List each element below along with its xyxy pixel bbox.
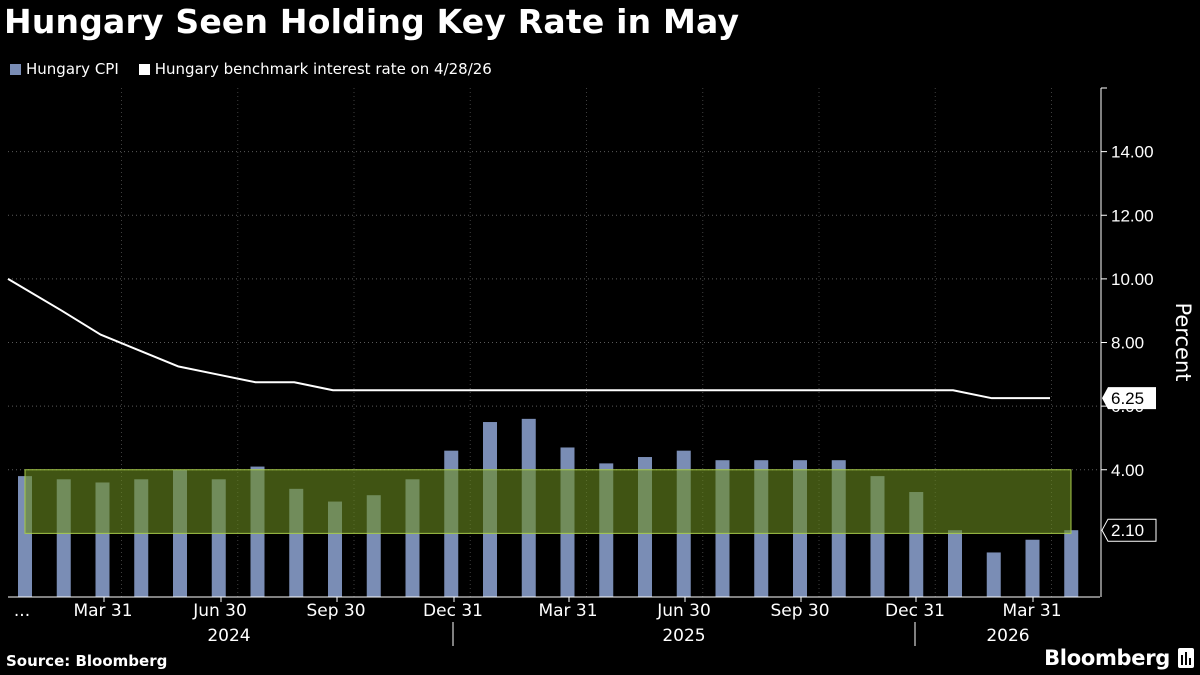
- x-tick-label: Jun 30: [192, 601, 247, 621]
- legend-label-cpi: Hungary CPI: [26, 60, 119, 78]
- cpi-bar: [1064, 530, 1079, 597]
- x-tick-label: Sep 30: [306, 601, 365, 621]
- source-note: Source: Bloomberg: [6, 652, 168, 670]
- rate-value-label-box: [1102, 387, 1156, 410]
- legend-label-rate: Hungary benchmark interest rate on 4/28/…: [154, 60, 492, 78]
- rate-value-label-text: 6.25: [1111, 389, 1144, 408]
- y-tick-label: 10.00: [1111, 270, 1154, 289]
- x-tick-label: Mar 31: [73, 601, 132, 621]
- x-tick-label: ...: [14, 601, 30, 621]
- cpi-bar: [986, 552, 1001, 597]
- legend-swatch-cpi: [10, 63, 21, 75]
- x-tick-label: Dec 31: [423, 601, 483, 621]
- chart-title: Hungary Seen Holding Key Rate in May: [4, 2, 740, 41]
- brand-logo: Bloomberg: [1044, 646, 1170, 670]
- x-tick-label: Mar 31: [538, 601, 597, 621]
- x-tick-label: Dec 31: [885, 601, 945, 621]
- y-tick-label: 12.00: [1111, 206, 1154, 225]
- year-label: 2024: [207, 626, 250, 646]
- legend-swatch-rate: [138, 63, 150, 75]
- year-label: 2025: [662, 626, 705, 646]
- rate-value-label: 6.25: [1102, 387, 1156, 410]
- x-tick-label: Jun 30: [656, 601, 711, 621]
- rate-line: [7, 278, 1050, 400]
- target-band: [24, 469, 1072, 534]
- brand-badge-icon: [1178, 648, 1194, 668]
- legend-item-cpi: Hungary CPI: [10, 60, 119, 78]
- legend: Hungary CPI Hungary benchmark interest r…: [10, 60, 512, 78]
- x-tick-label: Sep 30: [770, 601, 829, 621]
- y-axis-title: Percent: [1171, 302, 1195, 381]
- cpi-value-label-box: [1101, 518, 1157, 542]
- x-tick-label: Mar 31: [1002, 601, 1061, 621]
- y-tick-label: 14.00: [1111, 143, 1154, 162]
- year-label: 2026: [986, 626, 1029, 646]
- cpi-bar: [1025, 539, 1040, 597]
- cpi-bar: [948, 530, 962, 597]
- cpi-value-label-text: 2.10: [1111, 521, 1144, 540]
- y-tick-label: 4.00: [1111, 461, 1144, 480]
- cpi-value-label: 2.10: [1101, 518, 1157, 542]
- y-tick-label: 8.00: [1111, 334, 1144, 353]
- legend-item-rate: Hungary benchmark interest rate on 4/28/…: [138, 60, 492, 78]
